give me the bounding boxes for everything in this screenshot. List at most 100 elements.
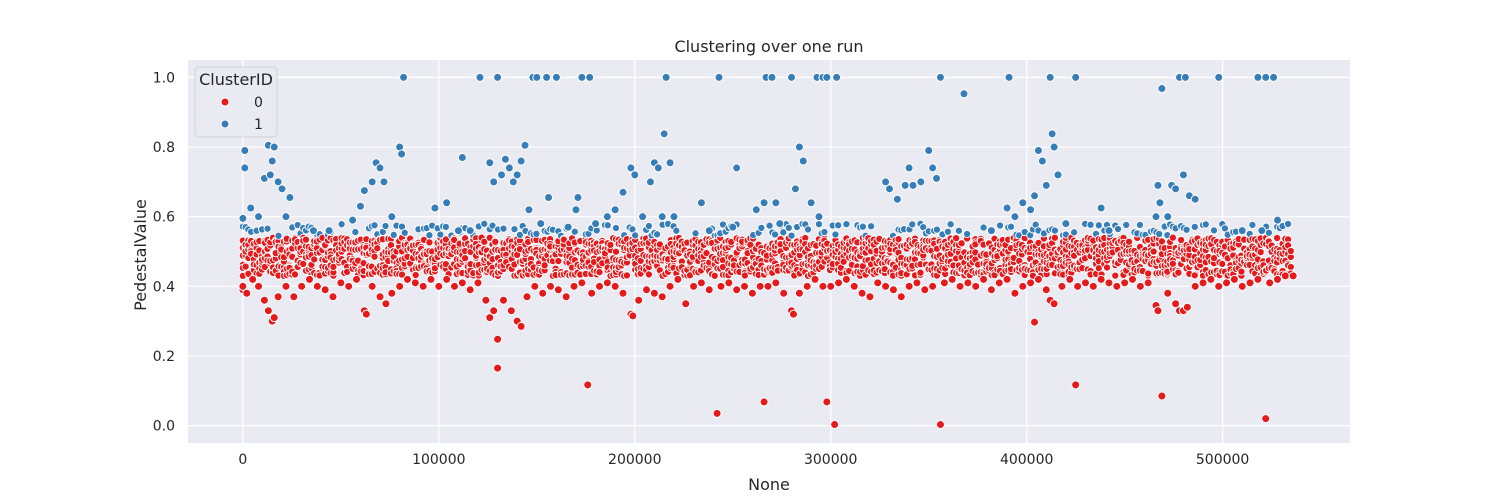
point-cluster-1: [265, 170, 275, 180]
band-point-0: [916, 268, 925, 277]
point-cluster-1: [892, 194, 902, 204]
point-cluster-0: [344, 281, 354, 291]
x-tick-label: 500000: [1196, 452, 1249, 468]
point-cluster-0: [1272, 274, 1282, 284]
point-cluster-1: [281, 212, 291, 222]
point-cluster-1: [704, 226, 714, 236]
point-cluster-1: [798, 156, 808, 166]
point-cluster-0: [873, 278, 883, 288]
x-tick-label: 0: [238, 452, 247, 468]
band-point-1: [381, 221, 390, 231]
band-point-1: [1070, 228, 1079, 237]
band-point-0: [373, 244, 382, 253]
point-cluster-0: [457, 278, 467, 288]
point-cluster-0: [1065, 274, 1075, 284]
point-cluster-1: [430, 203, 440, 213]
band-point-0: [710, 271, 719, 280]
point-cluster-0: [1245, 278, 1255, 288]
band-point-1: [784, 223, 793, 232]
point-cluster-0: [794, 288, 804, 298]
band-point-1: [351, 228, 360, 237]
band-point-0: [740, 271, 749, 280]
point-cluster-1: [348, 215, 358, 225]
point-cluster-1: [399, 72, 409, 82]
point-cluster-1: [1171, 184, 1181, 194]
point-cluster-0: [771, 278, 781, 288]
point-cluster-0: [826, 281, 836, 291]
band-point-0: [622, 271, 631, 280]
point-cluster-0: [822, 397, 832, 407]
point-cluster-1: [475, 72, 485, 82]
point-cluster-1: [536, 219, 546, 229]
point-cluster-1: [379, 177, 389, 187]
point-cluster-0: [724, 278, 734, 288]
point-cluster-1: [1033, 146, 1043, 156]
x-tick-label: 300000: [804, 452, 857, 468]
x-tick-label: 200000: [608, 452, 661, 468]
band-point-1: [1135, 220, 1144, 229]
point-cluster-1: [267, 156, 277, 166]
band-point-0: [839, 257, 848, 266]
point-cluster-0: [712, 408, 722, 418]
point-cluster-0: [618, 288, 628, 298]
point-cluster-0: [747, 288, 757, 298]
point-cluster-1: [1041, 180, 1051, 190]
point-cluster-0: [642, 285, 652, 295]
point-cluster-0: [759, 397, 769, 407]
point-cluster-0: [1190, 281, 1200, 291]
band-point-1: [954, 226, 963, 235]
point-cluster-1: [657, 212, 667, 222]
band-point-0: [644, 270, 653, 279]
band-point-1: [1155, 229, 1164, 239]
point-cluster-0: [498, 295, 508, 305]
point-cluster-1: [551, 72, 561, 82]
point-cluster-1: [355, 201, 365, 211]
point-cluster-1: [751, 205, 761, 215]
band-point-0: [1273, 233, 1282, 243]
point-cluster-0: [577, 278, 587, 288]
point-cluster-0: [1198, 278, 1208, 288]
band-point-1: [842, 220, 851, 229]
legend-title: ClusterID: [199, 70, 273, 89]
point-cluster-1: [504, 163, 514, 173]
point-cluster-0: [1010, 288, 1020, 298]
dense-band: [238, 219, 1295, 280]
point-cluster-1: [240, 146, 250, 156]
point-cluster-0: [810, 274, 820, 284]
band-point-0: [370, 252, 379, 261]
point-cluster-0: [336, 278, 346, 288]
point-cluster-0: [865, 292, 875, 302]
point-cluster-1: [916, 177, 926, 187]
point-cluster-1: [787, 72, 797, 82]
band-point-1: [672, 226, 681, 235]
band-point-1: [979, 223, 988, 232]
band-point-0: [1157, 237, 1166, 246]
band-point-0: [1218, 259, 1227, 268]
point-cluster-0: [1153, 306, 1163, 316]
band-point-0: [595, 268, 604, 277]
legend-marker-0: [220, 97, 230, 107]
point-cluster-1: [571, 205, 581, 215]
point-cluster-1: [500, 154, 510, 164]
point-cluster-1: [1178, 170, 1188, 180]
point-cluster-0: [881, 281, 891, 291]
point-cluster-1: [1180, 72, 1190, 82]
band-point-0: [411, 270, 420, 280]
point-cluster-0: [1237, 281, 1247, 291]
band-point-1: [389, 230, 398, 239]
band-point-1: [441, 222, 450, 231]
point-cluster-1: [1151, 212, 1161, 222]
point-cluster-0: [963, 278, 973, 288]
point-cluster-1: [453, 226, 463, 236]
band-point-0: [702, 249, 711, 258]
point-cluster-1: [806, 198, 816, 208]
band-point-1: [400, 228, 409, 237]
point-cluster-0: [779, 288, 789, 298]
point-cluster-0: [1280, 271, 1290, 281]
point-cluster-0: [281, 281, 291, 291]
point-cluster-1: [485, 158, 495, 168]
point-cluster-0: [561, 292, 571, 302]
point-cluster-1: [638, 212, 648, 222]
point-cluster-1: [308, 226, 318, 236]
band-point-0: [1050, 233, 1059, 242]
